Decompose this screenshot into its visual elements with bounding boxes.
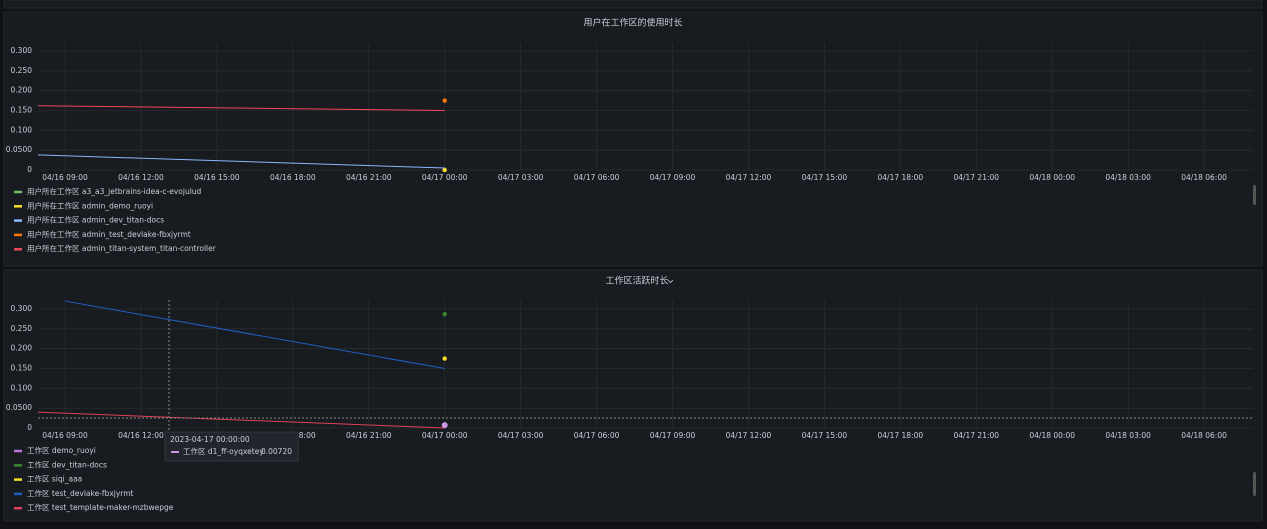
x-tick-label: 04/16 21:00 [346,173,392,182]
panel [3,269,1263,522]
x-tick-label: 04/17 06:00 [574,431,620,440]
tooltip-box [164,431,299,462]
x-tick-label: 04/16 12:00 [118,431,164,440]
x-tick-label: 04/18 06:00 [1181,173,1227,182]
x-tick-label: 04/17 03:00 [498,173,544,182]
series-line [64,300,445,369]
legend-label: 用户所在工作区 a3_a3_jetbrains-idea-c-evojulud [27,186,202,196]
x-tick-label: 04/17 18:00 [878,431,924,440]
series-point [442,356,447,361]
dropdown-icon[interactable] [667,279,674,284]
x-tick-label: 04/18 03:00 [1105,173,1151,182]
y-tick-label: 0.250 [11,324,33,333]
x-tick-label: 04/16 09:00 [42,431,88,440]
legend-label: 用户所在工作区 admin_test_devlake-fbxjyrmt [27,229,191,239]
x-tick-label: 04/17 09:00 [650,431,696,440]
scrollbar[interactable] [1253,472,1256,496]
y-tick-label: 0.300 [11,304,33,313]
panel [3,11,1263,267]
x-tick-label: 04/17 15:00 [802,431,848,440]
x-tick-label: 04/17 21:00 [953,173,999,182]
plots: 0 0.0500 0.100 0.150 0.200 0.250 0.300 04/16 09… [6,43,1253,512]
y-tick-label: 0.0500 [6,403,32,412]
tooltip: 2023-04-17 00:00:00 工作区 d1_ff-oyqxetey 0… [164,431,299,462]
series-line [37,105,445,111]
x-tick-label: 04/17 21:00 [953,431,999,440]
series-point [442,311,447,317]
y-tick-label: 0.0500 [6,145,32,154]
panel-title[interactable]: 工作区活跃时长 [605,275,668,287]
series-point [442,167,447,173]
legend-label: 用户所在工作区 admin_demo_ruoyi [27,200,153,210]
x-tick-label: 04/17 06:00 [574,173,620,182]
tooltip-time: 2023-04-17 00:00:00 [170,435,250,444]
legend-label: 工作区 demo_ruoyi [27,445,96,455]
scrollbar[interactable] [1253,185,1256,205]
y-tick-label: 0.200 [11,344,33,353]
y-tick-label: 0.100 [11,125,33,134]
legend-label: 工作区 dev_titan-docs [27,459,107,469]
x-tick-label: 04/16 21:00 [346,431,392,440]
legend-label: 工作区 test_template-maker-mzbwepge [27,502,174,512]
panel-title[interactable]: 用户在工作区的使用时长 [583,17,682,29]
series-point [442,98,447,103]
x-tick-label: 04/18 00:00 [1029,431,1075,440]
x-tick-label: 04/17 18:00 [878,173,924,182]
legend-label: 工作区 siqi_aaa [27,474,82,484]
y-tick-label: 0 [27,423,32,432]
legend-label: 用户所在工作区 admin_dev_titan-docs [27,215,164,225]
tooltip-series: 工作区 d1_ff-oyqxetey [183,446,264,456]
x-tick-label: 04/17 15:00 [802,173,848,182]
y-tick-label: 0.100 [11,383,33,392]
x-tick-label: 04/18 00:00 [1029,173,1075,182]
tooltip-value: 0.00720 [261,447,292,456]
x-tick-label: 04/17 12:00 [726,173,772,182]
legend-label: 工作区 test_devlake-fbxjyrmt [27,488,134,498]
series-line [37,154,445,169]
x-tick-label: 04/18 03:00 [1105,431,1151,440]
y-tick-label: 0 [27,165,32,174]
x-tick-label: 04/17 00:00 [422,173,468,182]
x-tick-label: 04/16 09:00 [42,173,88,182]
x-tick-label: 04/17 12:00 [726,431,772,440]
legend-label: 用户所在工作区 admin_titan-system_titan-control… [27,243,217,253]
panel-edge [3,0,1263,9]
x-tick-label: 04/18 06:00 [1181,431,1227,440]
x-tick-label: 04/16 18:00 [270,173,316,182]
y-tick-label: 0.250 [11,66,33,75]
x-tick-label: 04/17 00:00 [422,431,468,440]
y-tick-label: 0.200 [11,86,33,95]
y-tick-label: 0.150 [11,364,33,373]
x-tick-label: 04/17 03:00 [498,431,544,440]
y-tick-label: 0.300 [11,46,33,55]
hover-point [441,422,448,429]
x-tick-label: 04/16 12:00 [118,173,164,182]
x-tick-label: 04/16 15:00 [194,173,240,182]
y-tick-label: 0.150 [11,106,33,115]
x-tick-label: 04/17 09:00 [650,173,696,182]
series-line [37,411,445,429]
